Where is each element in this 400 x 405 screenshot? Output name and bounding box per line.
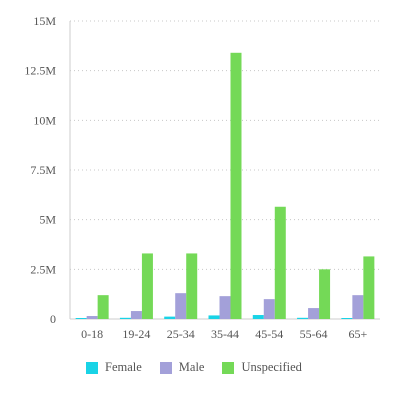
- bar-female-19-24[interactable]: [119, 317, 131, 319]
- bar-male-55-64[interactable]: [308, 308, 320, 319]
- x-tick-label: 19-24: [122, 327, 150, 341]
- legend: Female Male Unspecified: [86, 360, 302, 375]
- bar-female-45-54[interactable]: [252, 315, 264, 319]
- bar-unspecified-55-64[interactable]: [319, 269, 331, 319]
- bar-male-0-18[interactable]: [86, 316, 98, 319]
- y-tick-label: 0: [50, 312, 56, 326]
- axes: [69, 21, 380, 320]
- bar-unspecified-19-24[interactable]: [141, 253, 153, 319]
- y-tick-label: 7.5M: [30, 163, 56, 177]
- x-tick-label: 65+: [348, 327, 367, 341]
- bar-male-19-24[interactable]: [130, 311, 142, 319]
- bar-female-0-18[interactable]: [75, 318, 87, 319]
- bar-unspecified-45-54[interactable]: [274, 206, 286, 319]
- x-tick-label: 45-54: [255, 327, 283, 341]
- legend-label-unspecified: Unspecified: [241, 360, 302, 374]
- x-tick-label: 55-64: [300, 327, 328, 341]
- y-tick-label: 15M: [33, 14, 56, 28]
- bar-unspecified-25-34[interactable]: [186, 253, 198, 319]
- bar-female-35-44[interactable]: [208, 315, 220, 319]
- y-tick-label: 12.5M: [24, 64, 56, 78]
- legend-item-male[interactable]: Male: [159, 360, 205, 375]
- legend-label-female: Female: [105, 360, 142, 374]
- y-tick-label: 2.5M: [30, 262, 56, 276]
- legend-item-unspecified[interactable]: Unspecified: [222, 360, 302, 375]
- tick-labels: 0 2.5M 5M 7.5M 10M 12.5M 15M 0-18 19-24 25-34 35-4…: [24, 14, 367, 341]
- bar-male-65+[interactable]: [352, 295, 364, 319]
- y-tick-label: 10M: [33, 113, 56, 127]
- bar-female-65+[interactable]: [341, 318, 353, 319]
- x-tick-label: 25-34: [167, 327, 195, 341]
- legend-swatch-male: [159, 361, 172, 374]
- bar-unspecified-35-44[interactable]: [230, 52, 242, 319]
- legend-swatch-female: [86, 361, 98, 374]
- y-tick-label: 5M: [39, 213, 56, 227]
- x-tick-label: 35-44: [211, 327, 239, 341]
- grid-lines: [70, 20, 380, 270]
- bar-unspecified-65+[interactable]: [363, 256, 375, 319]
- legend-item-female[interactable]: Female: [86, 360, 142, 375]
- legend-swatch-unspecified: [222, 361, 235, 374]
- bar-female-25-34[interactable]: [164, 316, 176, 319]
- bar-male-25-34[interactable]: [175, 293, 187, 319]
- bar-male-45-54[interactable]: [263, 299, 275, 319]
- legend-label-male: Male: [178, 360, 205, 374]
- bar-female-55-64[interactable]: [297, 317, 309, 319]
- x-tick-label: 0-18: [81, 327, 103, 341]
- bar-male-35-44[interactable]: [219, 296, 231, 319]
- bars: [75, 52, 375, 319]
- bar-unspecified-0-18[interactable]: [97, 295, 109, 319]
